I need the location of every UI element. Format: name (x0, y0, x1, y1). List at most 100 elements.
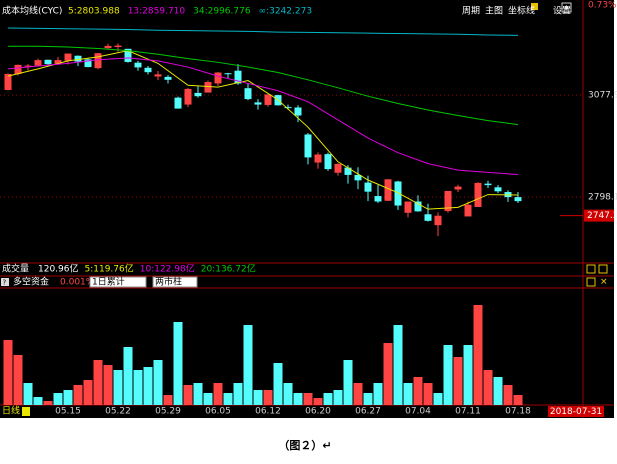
flow-bar (183, 385, 193, 405)
candle-body (264, 94, 272, 105)
candle-body (24, 65, 32, 67)
flow-title: 多空资金 (13, 276, 49, 288)
caption: （图２）↵ (278, 439, 331, 452)
x-tick-label: 05.22 (105, 407, 131, 417)
legend-entry: 34:2996.776 (193, 7, 251, 17)
flow-bar (63, 390, 73, 405)
candle-body (194, 92, 202, 97)
close-icon[interactable]: ✕ (600, 278, 608, 288)
candle-body (74, 55, 82, 62)
flow-bar (403, 383, 413, 405)
flow-bar (123, 347, 133, 405)
flow-bar (253, 390, 263, 405)
x-tick-label: 06.20 (305, 407, 331, 417)
candle-body (184, 88, 192, 105)
candle-body (434, 215, 442, 226)
flow-bar (503, 385, 513, 405)
star-icon[interactable] (531, 3, 538, 10)
volume-stat: 10:122.98亿 (140, 263, 195, 275)
change-label: 0.73% (588, 1, 617, 11)
dropdown-label: 两市柱 (155, 276, 182, 288)
volume-title: 成交量 (2, 263, 29, 275)
flow-bar (263, 390, 273, 405)
flow-bar (163, 395, 173, 405)
flow-bar (353, 383, 363, 405)
panel-icon[interactable] (586, 277, 596, 287)
cost-line (8, 45, 519, 126)
flow-bar (303, 393, 313, 405)
flow-bar (173, 322, 183, 405)
flow-bar (273, 363, 283, 405)
candle-body (164, 76, 172, 80)
flow-bar (13, 355, 23, 405)
candle-body (404, 201, 412, 213)
dropdown-label: 1日累计 (92, 276, 125, 288)
flow-bar (383, 343, 393, 405)
end-date: 2018-07-31 (550, 407, 602, 417)
flow-bar (513, 395, 523, 405)
candle-body (224, 73, 232, 75)
candle-body (484, 183, 492, 186)
last-price-label: 2747.3 (587, 211, 617, 221)
candle-body (154, 74, 162, 77)
flow-bar (73, 385, 83, 405)
flow-bar (33, 397, 43, 405)
panel-icon[interactable] (586, 264, 596, 274)
flow-bar (473, 305, 483, 405)
x-tick-label: 07.11 (455, 407, 481, 417)
indicator-title: 成本均线(CYC) (2, 5, 62, 17)
candle-body (354, 174, 362, 181)
up-arrow (564, 5, 569, 9)
candle-body (134, 62, 142, 68)
flow-bar (453, 357, 463, 405)
dropdown[interactable] (89, 276, 147, 288)
flow-bar (443, 345, 453, 405)
flow-bar (53, 393, 63, 405)
flow-bar (373, 383, 383, 405)
cost-line (7, 50, 519, 210)
legend-entry: ∞:3242.273 (259, 7, 312, 17)
flow-bar (463, 345, 473, 405)
candle-body (174, 97, 182, 109)
flow-bar (103, 365, 113, 405)
candle-body (414, 201, 422, 212)
panel-icon[interactable] (598, 264, 608, 274)
flow-bar (483, 370, 493, 405)
candle-body (84, 59, 92, 68)
flow-bar (233, 383, 243, 405)
dropdown[interactable] (152, 276, 198, 288)
candle-body (204, 81, 212, 93)
candle-body (474, 182, 482, 207)
candle-body (344, 167, 352, 175)
candle-body (104, 45, 112, 49)
flow-bar (143, 367, 153, 405)
candle-body (124, 48, 132, 62)
flow-bar (113, 370, 123, 405)
flow-bar (283, 383, 293, 405)
candle-body (244, 88, 252, 100)
flow-bar (213, 383, 223, 405)
toolbar-item: 周期 (462, 6, 480, 17)
cost-line (7, 27, 519, 36)
candle-body (494, 187, 502, 192)
flow-bar (23, 383, 33, 405)
candle-body (384, 179, 392, 201)
help-icon[interactable] (1, 278, 9, 286)
up-icon[interactable] (561, 2, 572, 13)
x-tick-label: 07.18 (505, 407, 531, 417)
background (0, 0, 614, 418)
flow-bar (423, 383, 433, 405)
flow-bar (93, 360, 103, 405)
x-axis-label: 日线 (2, 405, 20, 417)
last-price-box (584, 209, 614, 222)
candle-body (34, 60, 42, 66)
x-tick-label: 05.15 (55, 407, 81, 417)
flow-bar (363, 393, 373, 405)
candle-body (374, 196, 382, 202)
candle-body (304, 134, 312, 158)
flow-bar (293, 393, 303, 405)
candle-body (214, 72, 222, 84)
candle-body (424, 214, 432, 221)
flow-bar (393, 325, 403, 405)
